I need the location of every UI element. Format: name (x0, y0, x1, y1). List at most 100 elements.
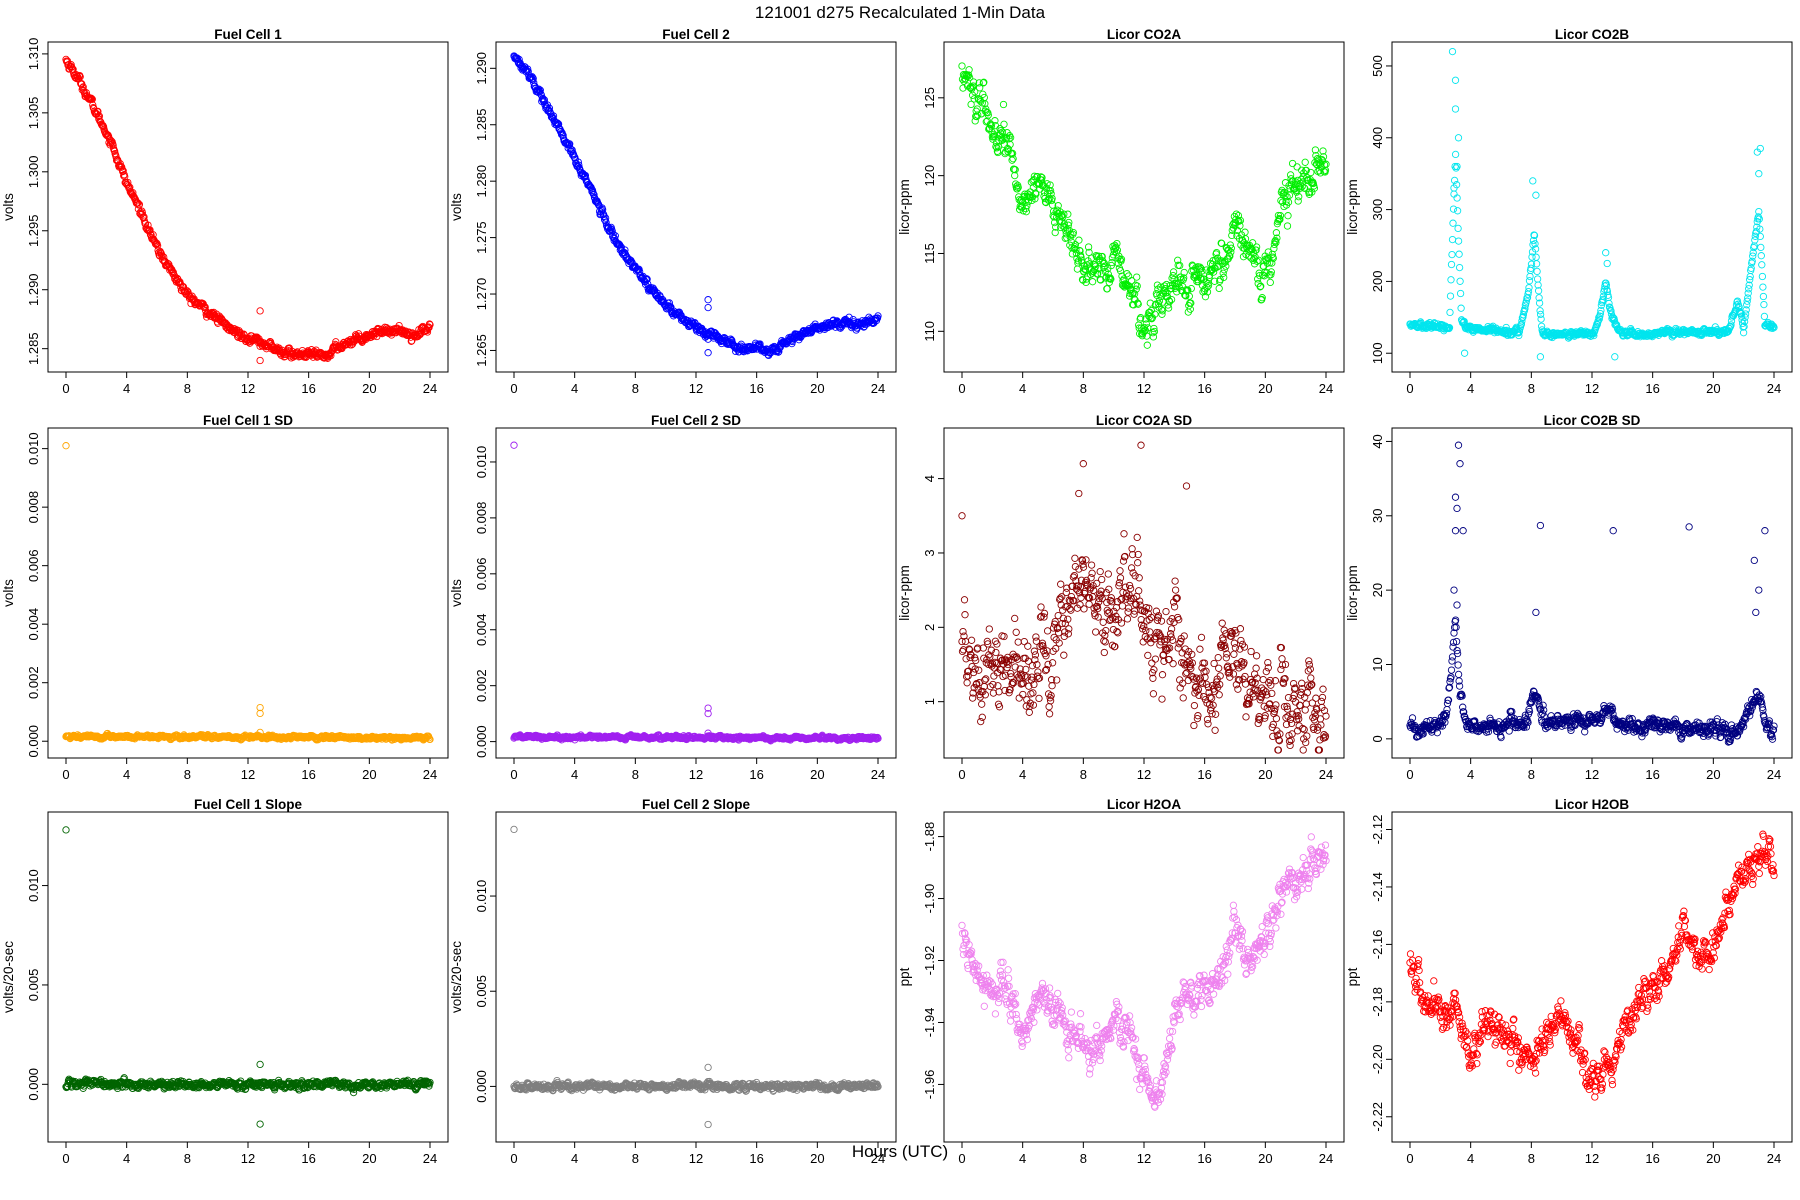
x-axis: 0 4 8 12 16 20 24 (958, 757, 1333, 782)
data-point (549, 112, 558, 120)
figure-title: 121001 d275 Recalculated 1-Min Data (755, 3, 1046, 22)
data-point (1135, 574, 1143, 582)
data-point (547, 110, 555, 118)
outlier-point (510, 441, 518, 449)
x-tick-label: 16 (1645, 381, 1659, 396)
data-point (574, 158, 582, 166)
series-points (958, 62, 1330, 349)
data-point (1135, 587, 1143, 595)
outlier-point (1448, 47, 1457, 56)
x-tick-label: 12 (241, 381, 255, 396)
y-tick-label: 0.008 (474, 502, 489, 535)
data-point (1148, 659, 1156, 667)
y-tick-label: 1.300 (26, 156, 41, 189)
series-points (510, 52, 882, 360)
x-tick-label: 20 (810, 767, 824, 782)
panel-5: Fuel Cell 2 SD0 4 8 12 16 20 240.0000.0020.004… (449, 413, 897, 782)
data-point (967, 636, 976, 644)
data-point (201, 303, 209, 311)
data-point (1144, 651, 1152, 660)
data-point (1457, 304, 1465, 312)
x-tick-label: 12 (689, 767, 703, 782)
data-point (138, 209, 147, 217)
data-point (135, 200, 144, 209)
data-point (1024, 642, 1032, 650)
data-point (135, 201, 143, 209)
x-axis: 0 4 8 12 16 20 24 (510, 757, 885, 782)
y-tick-label: 1.290 (26, 273, 41, 306)
data-point (1034, 668, 1042, 676)
data-point (1288, 159, 1297, 168)
data-point (1449, 219, 1457, 227)
data-point (1158, 671, 1167, 679)
data-point (1092, 628, 1100, 636)
data-point (1149, 690, 1158, 698)
data-point (1123, 615, 1132, 623)
x-tick-label: 0 (1406, 381, 1413, 396)
y-tick-label: 2 (922, 624, 937, 631)
data-point (1453, 207, 1462, 215)
panel-title: Fuel Cell 1 SD (203, 413, 293, 428)
data-point (961, 611, 969, 619)
data-point (515, 55, 523, 64)
outlier-point (704, 349, 712, 357)
data-point (589, 190, 598, 198)
data-point (1759, 283, 1767, 291)
data-point (958, 62, 966, 70)
y-axis-label: volts (1, 579, 16, 607)
data-point (160, 253, 168, 261)
data-point (1037, 603, 1045, 611)
data-point (1073, 265, 1082, 273)
plot-frame (495, 427, 897, 759)
data-point (1088, 569, 1096, 577)
series-points (1406, 47, 1778, 361)
y-tick-label: 0.002 (474, 669, 489, 702)
y-tick-label: 400 (1370, 127, 1385, 149)
data-point (978, 700, 986, 708)
x-axis: 0 4 8 12 16 20 24 (62, 757, 437, 782)
y-tick-label: 0.010 (26, 432, 41, 465)
x-tick-label: 8 (1080, 767, 1087, 782)
y-tick-label: 0.010 (474, 446, 489, 479)
y-tick-label: 0.000 (26, 725, 41, 758)
data-point (601, 214, 610, 222)
data-point (1169, 268, 1178, 276)
x-tick-label: 8 (184, 381, 191, 396)
y-tick-label: 1.310 (26, 38, 41, 71)
data-point (1029, 689, 1037, 697)
data-point (963, 679, 971, 687)
data-point (663, 303, 672, 312)
data-point (1011, 171, 1019, 180)
outlier-point (704, 303, 712, 312)
data-point (1014, 638, 1022, 646)
data-point (1284, 212, 1292, 220)
y-tick-label: 1.285 (474, 108, 489, 141)
data-point (423, 328, 432, 336)
x-tick-label: 8 (184, 767, 191, 782)
y-tick-label: 0.002 (26, 666, 41, 699)
y-tick-label: 0.000 (474, 725, 489, 758)
y-tick-label: 1 (922, 698, 937, 705)
y-axis-label: licor-ppm (897, 179, 912, 235)
series-points (958, 441, 1330, 754)
series-points (62, 442, 434, 744)
data-point (1133, 533, 1141, 542)
panel-1: Fuel Cell 20 4 8 12 16 20 241.2651.2701.2751.2… (449, 27, 897, 396)
data-point (405, 328, 413, 336)
data-point (1045, 703, 1053, 711)
x-tick-label: 0 (958, 381, 965, 396)
panel-4: Fuel Cell 1 SD0 4 8 12 16 20 240.0000.0020.004… (1, 413, 449, 782)
data-point (620, 248, 629, 257)
data-point (1147, 639, 1155, 647)
outlier-point (256, 307, 264, 315)
data-point (1028, 662, 1037, 670)
data-point (1133, 273, 1141, 281)
x-tick-label: 20 (362, 381, 376, 396)
x-axis-label: Hours (UTC) (852, 1142, 948, 1161)
